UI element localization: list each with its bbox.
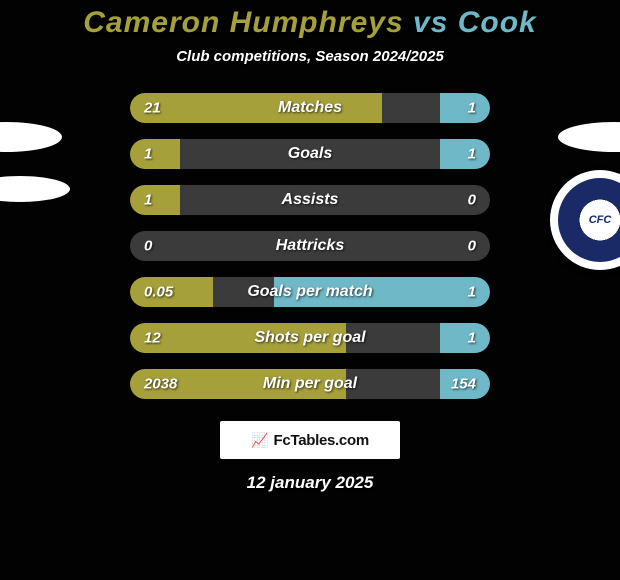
stat-row: 121Shots per goal <box>130 323 490 353</box>
stat-label: Goals <box>130 145 490 163</box>
title-vs: vs <box>413 6 448 39</box>
stat-label: Shots per goal <box>130 329 490 347</box>
stat-row: 10Assists <box>130 185 490 215</box>
stat-row: 11Goals <box>130 139 490 169</box>
stats-container: 211Matches 11Goals 10Assists 00Hattricks 0.0… <box>0 93 620 399</box>
stat-label: Min per goal <box>130 375 490 393</box>
stat-label: Matches <box>130 99 490 117</box>
watermark-text: FcTables.com <box>274 432 369 449</box>
chart-icon: 📈 <box>251 432 268 449</box>
stat-row: 2038154Min per goal <box>130 369 490 399</box>
stat-row: 0.051Goals per match <box>130 277 490 307</box>
subtitle: Club competitions, Season 2024/2025 <box>0 48 620 65</box>
stat-row: 00Hattricks <box>130 231 490 261</box>
stat-label: Assists <box>130 191 490 209</box>
stat-row: 211Matches <box>130 93 490 123</box>
comparison-title: Cameron Humphreys vs Cook <box>0 0 620 40</box>
club-badge-inner <box>558 178 620 262</box>
stat-label: Goals per match <box>130 283 490 301</box>
title-player1: Cameron Humphreys <box>83 6 403 39</box>
watermark[interactable]: 📈 FcTables.com <box>220 421 400 459</box>
stat-label: Hattricks <box>130 237 490 255</box>
date-label: 12 january 2025 <box>0 473 620 493</box>
title-player2: Cook <box>458 6 537 39</box>
